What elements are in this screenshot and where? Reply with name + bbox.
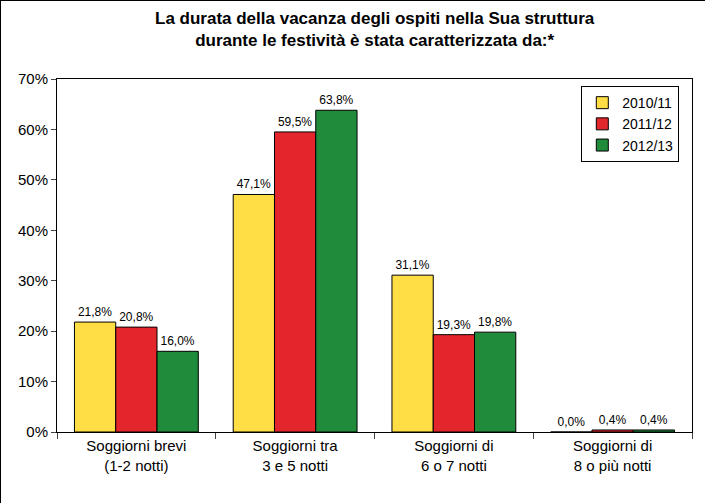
svg-text:2011/12: 2011/12 <box>622 116 672 132</box>
svg-text:10%: 10% <box>18 373 48 390</box>
svg-text:20%: 20% <box>18 322 48 339</box>
svg-text:Soggiorni di8 o più notti: Soggiorni di8 o più notti <box>573 437 652 474</box>
svg-text:50%: 50% <box>18 171 48 188</box>
svg-text:0,4%: 0,4% <box>599 413 627 427</box>
svg-text:21,8%: 21,8% <box>78 305 112 319</box>
svg-text:40%: 40% <box>18 222 48 239</box>
svg-text:Soggiorni tra3 e 5 notti: Soggiorni tra3 e 5 notti <box>253 437 339 474</box>
svg-text:31,1%: 31,1% <box>395 258 429 272</box>
svg-text:30%: 30% <box>18 272 48 289</box>
svg-text:16,0%: 16,0% <box>160 334 194 348</box>
svg-text:47,1%: 47,1% <box>237 177 271 191</box>
svg-text:59,5%: 59,5% <box>278 115 312 129</box>
svg-text:19,3%: 19,3% <box>437 318 471 332</box>
svg-text:2012/13: 2012/13 <box>622 138 673 154</box>
svg-text:63,8%: 63,8% <box>319 93 353 107</box>
svg-text:Soggiorni di6 o 7 notti: Soggiorni di6 o 7 notti <box>414 437 493 474</box>
svg-text:2010/11: 2010/11 <box>622 95 672 111</box>
svg-text:20,8%: 20,8% <box>119 310 153 324</box>
svg-text:19,8%: 19,8% <box>478 315 512 329</box>
svg-text:0,4%: 0,4% <box>640 413 668 427</box>
svg-text:60%: 60% <box>18 121 48 138</box>
svg-text:Soggiorni brevi(1-2 notti): Soggiorni brevi(1-2 notti) <box>86 437 186 474</box>
svg-text:0,0%: 0,0% <box>558 415 586 429</box>
svg-text:70%: 70% <box>18 70 48 87</box>
svg-text:0%: 0% <box>26 423 48 440</box>
svg-text:La durata della vacanza degli: La durata della vacanza degli ospiti nel… <box>155 9 595 50</box>
